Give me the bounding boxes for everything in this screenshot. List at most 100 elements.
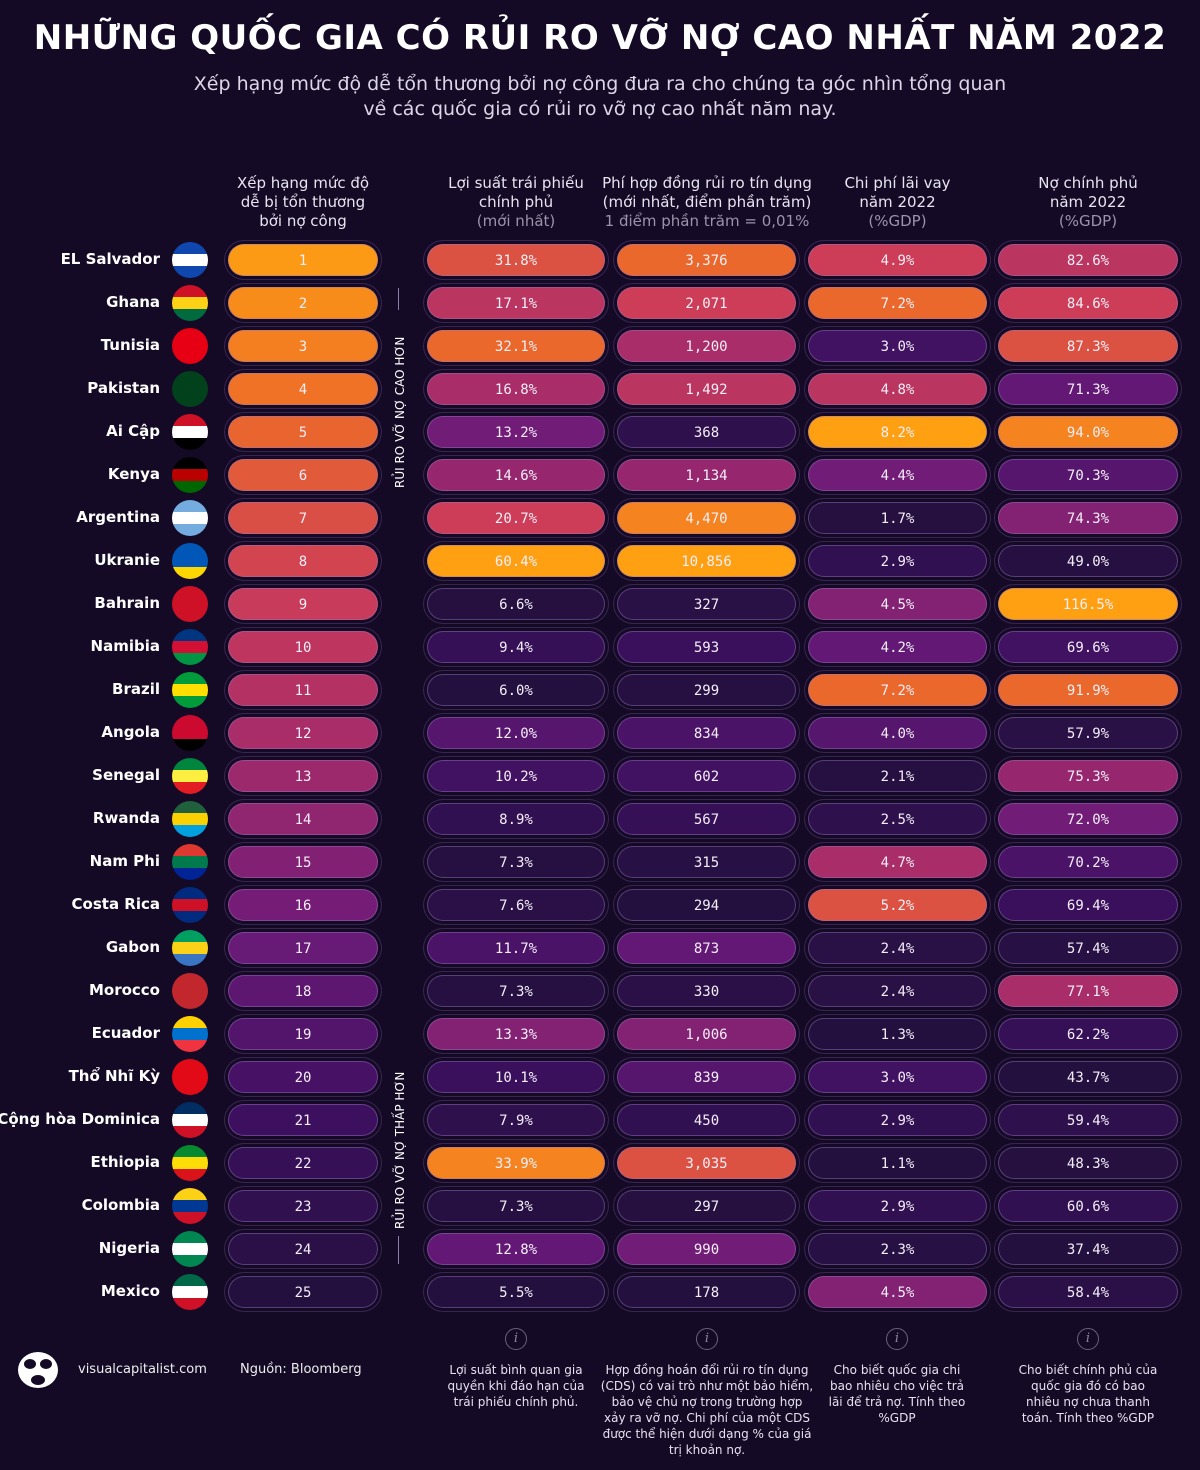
flag-icon: [172, 500, 208, 536]
header-line: dễ bị tổn thương: [240, 193, 366, 211]
cell-cds: 1,492: [617, 373, 796, 405]
cell-cds: 178: [617, 1276, 796, 1308]
cell-yield: 13.3%: [427, 1018, 605, 1050]
cell-rank: 11: [228, 674, 378, 706]
page-subtitle: Xếp hạng mức độ dễ tổn thương bởi nợ côn…: [0, 72, 1200, 122]
flag-icon: [172, 973, 208, 1009]
header-line: năm 2022: [859, 193, 936, 211]
info-icon[interactable]: i: [886, 1328, 908, 1350]
subtitle-line: Xếp hạng mức độ dễ tổn thương bởi nợ côn…: [193, 73, 1007, 95]
header-line: bởi nợ công: [259, 212, 347, 230]
cell-interest: 4.0%: [808, 717, 987, 749]
cell-yield: 7.6%: [427, 889, 605, 921]
cell-interest: 2.4%: [808, 975, 987, 1007]
header-line: năm 2022: [1049, 193, 1127, 211]
cell-interest: 4.9%: [808, 244, 987, 276]
column-header-debt: Nợ chính phủ năm 2022 (%GDP): [998, 174, 1178, 231]
header-subline: 1 điểm phần trăm = 0,01%: [604, 212, 810, 230]
cell-interest: 1.1%: [808, 1147, 987, 1179]
cell-interest: 4.4%: [808, 459, 987, 491]
cell-cds: 593: [617, 631, 796, 663]
cell-debt: 70.2%: [998, 846, 1178, 878]
site-link[interactable]: visualcapitalist.com: [78, 1362, 207, 1377]
cell-cds: 368: [617, 416, 796, 448]
flag-icon: [172, 414, 208, 450]
cell-debt: 69.6%: [998, 631, 1178, 663]
flag-icon: [172, 758, 208, 794]
country-name: Nigeria: [98, 1239, 160, 1257]
cell-interest: 4.8%: [808, 373, 987, 405]
header-line: Nợ chính phủ: [1038, 174, 1138, 192]
cell-cds: 1,200: [617, 330, 796, 362]
header-line: Lợi suất trái phiếu: [448, 174, 584, 192]
column-header-interest: Chi phí lãi vay năm 2022 (%GDP): [808, 174, 987, 231]
cell-cds: 990: [617, 1233, 796, 1265]
cell-interest: 4.5%: [808, 588, 987, 620]
cell-debt: 82.6%: [998, 244, 1178, 276]
cell-debt: 48.3%: [998, 1147, 1178, 1179]
cell-yield: 7.9%: [427, 1104, 605, 1136]
cell-interest: 4.7%: [808, 846, 987, 878]
table-row: Senegal 13 10.2% 602 2.1% 75.3%: [0, 758, 1200, 794]
cell-yield: 5.5%: [427, 1276, 605, 1308]
country-name: Ethiopia: [90, 1153, 160, 1171]
cell-interest: 2.3%: [808, 1233, 987, 1265]
cell-rank: 15: [228, 846, 378, 878]
cell-debt: 116.5%: [998, 588, 1178, 620]
header-line: Xếp hạng mức độ: [236, 174, 370, 192]
cell-rank: 19: [228, 1018, 378, 1050]
cell-cds: 1,134: [617, 459, 796, 491]
cell-interest: 1.3%: [808, 1018, 987, 1050]
info-icon[interactable]: i: [1077, 1328, 1099, 1350]
cell-interest: 2.5%: [808, 803, 987, 835]
flag-icon: [172, 672, 208, 708]
cell-rank: 4: [228, 373, 378, 405]
cell-cds: 2,071: [617, 287, 796, 319]
footnote-interest: Cho biết quốc gia chi bao nhiêu cho việc…: [828, 1363, 966, 1425]
cell-yield: 13.2%: [427, 416, 605, 448]
column-header-yield: Lợi suất trái phiếu chính phủ (mới nhất): [417, 174, 615, 231]
table-row: Argentina 7 20.7% 4,470 1.7% 74.3%: [0, 500, 1200, 536]
country-name: Ghana: [106, 293, 160, 311]
cell-cds: 330: [617, 975, 796, 1007]
cell-debt: 62.2%: [998, 1018, 1178, 1050]
column-header-rank: Xếp hạng mức độ dễ bị tổn thương bởi nợ cô…: [228, 174, 378, 231]
flag-icon: [172, 328, 208, 364]
table-row: Rwanda 14 8.9% 567 2.5% 72.0%: [0, 801, 1200, 837]
table-row: EL Salvador 1 31.8% 3,376 4.9% 82.6%: [0, 242, 1200, 278]
cell-debt: 77.1%: [998, 975, 1178, 1007]
cell-cds: 602: [617, 760, 796, 792]
table-row: Mexico 25 5.5% 178 4.5% 58.4%: [0, 1274, 1200, 1310]
cell-interest: 7.2%: [808, 287, 987, 319]
cell-rank: 23: [228, 1190, 378, 1222]
table-row: Ghana 2 17.1% 2,071 7.2% 84.6%: [0, 285, 1200, 321]
cell-yield: 32.1%: [427, 330, 605, 362]
cell-cds: 834: [617, 717, 796, 749]
info-icon[interactable]: i: [505, 1328, 527, 1350]
cell-debt: 37.4%: [998, 1233, 1178, 1265]
table-row: Ai Cập 5 13.2% 368 8.2% 94.0%: [0, 414, 1200, 450]
cell-debt: 91.9%: [998, 674, 1178, 706]
country-name: Gabon: [105, 938, 160, 956]
country-name: Kenya: [107, 465, 160, 483]
flag-icon: [172, 1102, 208, 1138]
header-line: Phí hợp đồng rủi ro tín dụng: [602, 174, 812, 192]
info-icon[interactable]: i: [696, 1328, 718, 1350]
cell-yield: 14.6%: [427, 459, 605, 491]
cell-cds: 299: [617, 674, 796, 706]
cell-interest: 1.7%: [808, 502, 987, 534]
cell-rank: 10: [228, 631, 378, 663]
cell-interest: 5.2%: [808, 889, 987, 921]
table-row: Thổ Nhĩ Kỳ 20 10.1% 839 3.0% 43.7%: [0, 1059, 1200, 1095]
header-subline: (mới nhất): [476, 212, 556, 230]
cell-rank: 12: [228, 717, 378, 749]
footnote-yield: Lợi suất bình quan gia quyền khi đáo hạn…: [447, 1363, 585, 1409]
cell-debt: 87.3%: [998, 330, 1178, 362]
cell-rank: 8: [228, 545, 378, 577]
flag-icon: [172, 371, 208, 407]
cell-debt: 43.7%: [998, 1061, 1178, 1093]
cell-cds: 3,376: [617, 244, 796, 276]
flag-icon: [172, 1188, 208, 1224]
cell-yield: 11.7%: [427, 932, 605, 964]
flag-icon: [172, 1145, 208, 1181]
